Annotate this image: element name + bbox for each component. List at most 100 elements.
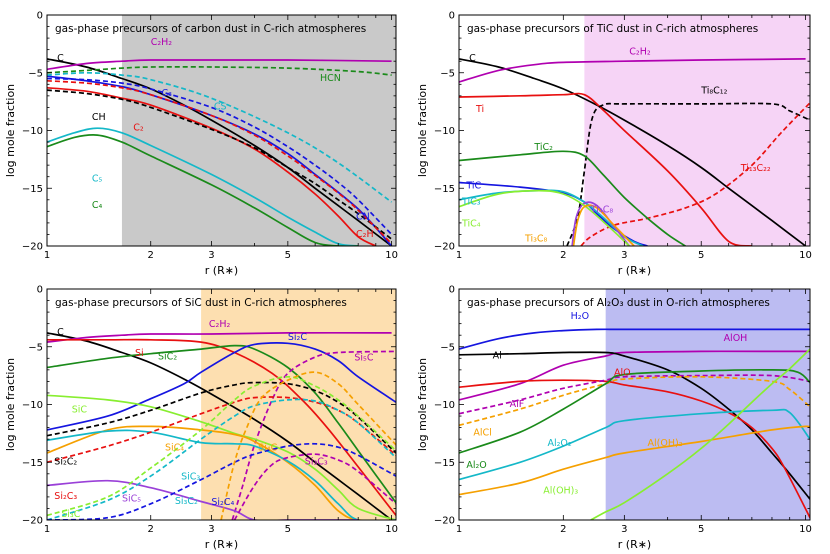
series-label: C₂H₂ — [209, 319, 231, 330]
x-tick-label: 5 — [285, 524, 291, 535]
x-tick-label: 5 — [698, 250, 704, 261]
series-line-4-9 — [459, 425, 810, 496]
series-label: Ti₃C₈ — [524, 233, 548, 244]
series-line-1-10 — [47, 127, 359, 246]
series-line-1-11 — [47, 134, 359, 246]
panel-3: 1 2 3 5 10 0 −5 −10 −15 −20 r (R∗) log mole fractio… — [4, 285, 398, 552]
x-tick-label: 5 — [285, 250, 291, 261]
series-label: Si₃C — [61, 509, 80, 520]
series-line-3-4 — [47, 344, 396, 504]
series-label: SiC₅ — [122, 494, 141, 505]
series-label: C — [469, 53, 476, 64]
series-label: AlO — [614, 368, 631, 379]
series-line-4-3 — [459, 351, 810, 500]
series-line-1-7 — [47, 89, 393, 240]
series-label: C — [57, 327, 64, 338]
series-line-3-8 — [47, 425, 396, 520]
series-line-3-16 — [220, 371, 396, 520]
shaded-region — [201, 289, 396, 520]
series-line-3-11 — [47, 396, 396, 464]
x-tick-label: 2 — [560, 524, 566, 535]
series-line-3-15 — [47, 442, 396, 520]
x-tick-label: 1 — [456, 524, 462, 535]
series-line-2-9 — [571, 201, 630, 246]
series-line-1-3 — [47, 66, 392, 76]
chart-title: gas-phase precursors of SiC dust in C-ri… — [55, 297, 347, 309]
series-label: C₂H — [356, 229, 374, 240]
chart-title: gas-phase precursors of carbon dust in C… — [55, 23, 366, 35]
x-tick-label: 10 — [799, 524, 812, 535]
series-line-4-4 — [459, 379, 810, 519]
series-label: TiC₃ — [461, 196, 481, 207]
y-tick-label: −10 — [22, 400, 43, 411]
series-label: H₂O — [571, 311, 589, 322]
y-tick-label: 0 — [449, 285, 455, 296]
series-line-4-10 — [590, 348, 810, 520]
shaded-region — [605, 289, 810, 520]
series-label: SiC — [72, 405, 88, 416]
series-line-3-9 — [47, 429, 396, 520]
series-label: Si₂C — [288, 332, 307, 343]
x-tick-label: 3 — [621, 524, 627, 535]
x-tick-label: 10 — [385, 524, 398, 535]
series-line-4-7 — [459, 369, 810, 454]
y-tick-label: 0 — [37, 285, 43, 296]
series-label: C₂H₂ — [629, 46, 651, 57]
series-label: Al₂O₂ — [547, 438, 571, 449]
x-axis-label: r (R∗) — [618, 264, 651, 277]
y-tick-label: −5 — [28, 68, 43, 79]
series-label: SiC₄ — [165, 443, 184, 454]
series-label: Ti — [475, 104, 484, 115]
series-label: C₄ — [92, 200, 103, 211]
series-label: SiC₂ — [158, 351, 177, 362]
y-tick-label: −15 — [434, 184, 455, 195]
series-label: Al₂O — [466, 460, 486, 471]
y-tick-label: −10 — [434, 126, 455, 137]
series-line-3-17 — [233, 453, 396, 520]
series-line-3-10 — [47, 381, 396, 454]
y-tick-label: 0 — [449, 11, 455, 22]
series-line-2-5 — [580, 102, 810, 246]
series-label: Ti₁₃C₂₂ — [740, 163, 771, 174]
y-axis-label: log mole fraction — [416, 84, 429, 177]
x-axis-label: r (R∗) — [205, 264, 238, 277]
x-axis-label: r (R∗) — [618, 538, 651, 551]
x-tick-label: 2 — [148, 250, 154, 261]
series-line-4-1 — [459, 328, 810, 350]
x-tick-label: 2 — [148, 524, 154, 535]
series-line-3-7 — [47, 394, 396, 520]
series-label: C₃ — [162, 88, 173, 99]
y-tick-label: −20 — [434, 242, 455, 253]
panel-2: 1 2 3 5 10 0 −5 −10 −15 −20 r (R∗) log mole fractio… — [416, 11, 812, 278]
series-label: Ti₈C₁₂ — [700, 86, 727, 97]
x-tick-label: 10 — [385, 250, 398, 261]
x-tick-label: 1 — [456, 250, 462, 261]
y-tick-label: −20 — [434, 516, 455, 527]
series-line-2-3 — [459, 92, 753, 246]
series-group — [47, 58, 393, 246]
series-label: Si₃C₂ — [175, 496, 198, 507]
chart-title: gas-phase precursors of TiC dust in C-ri… — [467, 23, 758, 35]
panel-4: 1 2 3 5 10 0 −5 −10 −15 −20 r (R∗) log mole fractio… — [416, 285, 812, 552]
x-tick-label: 1 — [44, 524, 50, 535]
y-tick-label: −5 — [28, 342, 43, 353]
x-tick-label: 3 — [621, 250, 627, 261]
y-tick-label: 0 — [37, 11, 43, 22]
series-line-4-8 — [459, 408, 810, 481]
x-axis-label: r (R∗) — [205, 538, 238, 551]
x-tick-label: 3 — [208, 524, 214, 535]
y-tick-label: −20 — [22, 242, 43, 253]
series-line-3-2 — [47, 331, 392, 343]
series-label: TiC₂ — [533, 142, 553, 153]
shaded-region — [584, 15, 810, 246]
series-group — [47, 331, 396, 520]
series-label: Si₄C — [258, 443, 277, 454]
series-label: Al(OH)₂ — [648, 438, 683, 449]
y-tick-label: −15 — [22, 184, 43, 195]
series-label: Si₃C₃ — [305, 457, 328, 468]
series-label: CN — [356, 211, 370, 222]
series-label: Ti₄C₈ — [590, 205, 614, 216]
series-label: TiC — [465, 180, 481, 191]
series-label: TiC₄ — [461, 218, 481, 229]
